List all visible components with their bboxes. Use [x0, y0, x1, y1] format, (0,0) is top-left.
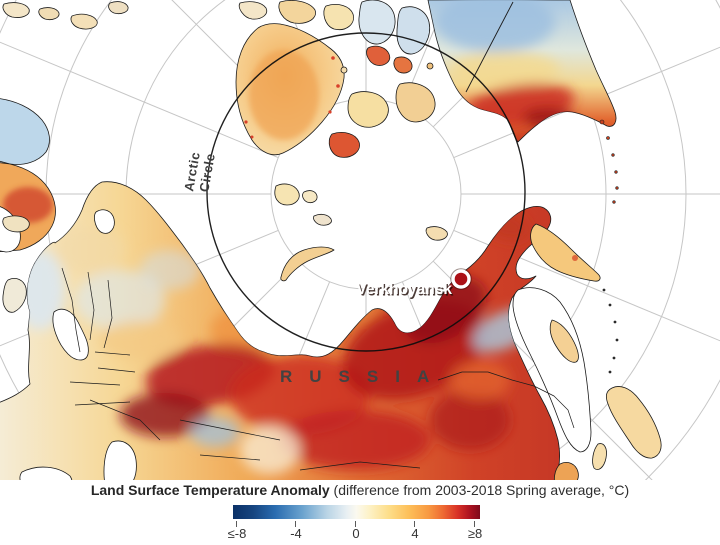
alaska-landmass	[427, 0, 619, 204]
arctic-circle-label: Arctic Circle	[181, 151, 218, 193]
legend-title: Land Surface Temperature Anomaly (differ…	[0, 482, 720, 498]
colorbar-tick	[236, 521, 237, 527]
colorbar-tick	[474, 521, 475, 527]
caspian-sea	[103, 440, 137, 480]
eurasia-landmass	[0, 181, 592, 480]
colorbar-tick	[414, 521, 415, 527]
atlantic-islands	[2, 1, 129, 313]
baltic-sea	[52, 308, 89, 361]
alaska-canada-border	[465, 1, 514, 93]
arctic-circle-label-word2: Circle	[196, 152, 218, 193]
colorbar-tick	[355, 521, 356, 527]
pacific-far-east	[530, 223, 662, 480]
country-borders	[61, 267, 575, 471]
sea-of-okhotsk	[512, 287, 592, 453]
anomaly-blobs	[15, 209, 538, 474]
greenland-coast-spots	[244, 56, 340, 139]
arctic-circle-line	[206, 32, 526, 352]
verkhoyansk-label: Verkhoyansk	[356, 281, 452, 298]
colorbar-tick-label: ≥8	[467, 526, 483, 541]
colorbar	[233, 505, 480, 519]
greenland-landmass	[235, 23, 345, 156]
russia-label: RUSSIA	[280, 367, 446, 386]
white-sea	[94, 209, 115, 234]
colorbar-tick	[295, 521, 296, 527]
colorbar-tick-label: 0	[352, 526, 360, 541]
legend-title-bold: Land Surface Temperature Anomaly	[90, 482, 330, 498]
legend-title-note: (difference from 2003-2018 Spring averag…	[329, 482, 630, 498]
verkhoyansk-label-shadow: Verkhoyansk	[358, 282, 454, 299]
verkhoyansk-marker	[450, 268, 472, 290]
anomaly-map: Arctic Circle RUSSIA Verkhoyansk Verkhoy…	[0, 0, 720, 480]
colorbar-tick-label: 4	[411, 526, 419, 541]
colorbar-tick-label: ≤-8	[227, 526, 247, 541]
canadian-archipelago	[238, 0, 436, 158]
aleutian-islands	[599, 119, 619, 204]
kuril-islands	[602, 288, 619, 374]
map-svg: Arctic Circle RUSSIA Verkhoyansk Verkhoy…	[0, 0, 720, 480]
arctic-islands	[274, 183, 448, 282]
arctic-circle-label-word1: Arctic	[181, 151, 203, 193]
colorbar-tick-label: -4	[290, 526, 302, 541]
black-sea	[19, 466, 73, 480]
